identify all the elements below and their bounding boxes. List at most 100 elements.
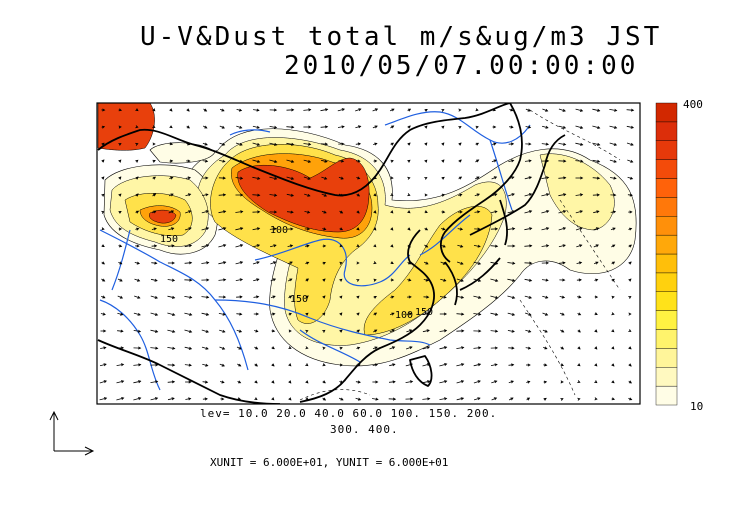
wind-arrow-head: [356, 279, 360, 282]
wind-arrow-head: [493, 142, 497, 146]
wind-arrow-head: [358, 125, 362, 129]
wind-arrow: [184, 346, 192, 350]
wind-arrow-head: [257, 159, 261, 163]
wind-arrow-head: [577, 363, 581, 367]
wind-arrow-head: [103, 346, 107, 350]
wind-arrow: [541, 227, 549, 231]
wind-arrow-head: [103, 380, 107, 384]
wind-arrow-head: [478, 346, 482, 350]
wind-arrow-head: [409, 329, 413, 333]
wind-arrow: [355, 125, 361, 129]
wind-arrow-head: [614, 108, 618, 112]
wind-arrow: [202, 194, 208, 196]
wind-arrow: [405, 381, 413, 383]
wind-arrow: [133, 380, 141, 384]
wind-arrow-head: [425, 261, 429, 265]
wind-arrow-head: [305, 278, 309, 282]
wind-arrow: [405, 346, 413, 350]
wind-arrow: [576, 244, 582, 248]
wind-arrow: [610, 177, 616, 179]
wind-arrow-head: [407, 227, 411, 231]
wind-arrow: [422, 398, 430, 400]
wind-arrow-head: [120, 363, 125, 367]
wind-arrow-head: [426, 363, 431, 367]
colorbar-swatch: [655, 272, 678, 292]
wind-arrow-head: [373, 261, 377, 265]
wind-arrow-head: [102, 108, 106, 112]
wind-arrow-head: [169, 159, 174, 163]
wind-arrow-head: [511, 329, 515, 333]
wind-arrow-head: [274, 160, 278, 163]
wind-arrow-head: [171, 380, 176, 384]
wind-arrow-head: [103, 397, 108, 401]
wind-arrow-head: [545, 142, 550, 146]
wind-arrow-head: [561, 329, 565, 333]
wind-arrow-head: [546, 210, 550, 213]
wind-arrow-head: [239, 125, 243, 129]
wind-arrow: [473, 245, 481, 247]
colorbar-swatch: [655, 329, 678, 349]
wind-arrow-head: [118, 210, 122, 214]
wind-arrow-head: [613, 142, 618, 146]
wind-arrow: [592, 142, 600, 146]
wind-arrow: [133, 312, 141, 316]
wind-arrow-head: [629, 193, 633, 197]
wind-arrow: [219, 160, 225, 162]
wind-arrow-head: [444, 363, 448, 366]
wind-arrow: [490, 364, 498, 366]
wind-arrow: [303, 143, 311, 145]
wind-arrow-head: [578, 278, 582, 282]
wind-arrow-head: [272, 295, 276, 299]
wind-arrow-head: [628, 261, 632, 265]
wind-arrow-head: [441, 142, 445, 146]
wind-arrow: [473, 295, 481, 299]
wind-arrow-head: [239, 278, 244, 282]
wind-arrow-head: [578, 261, 583, 265]
wind-arrow: [269, 228, 277, 230]
wind-arrow-head: [494, 346, 499, 350]
wind-arrow-head: [290, 176, 295, 180]
wind-arrow-head: [512, 244, 516, 248]
wind-arrow-head: [374, 363, 379, 367]
wind-arrow: [134, 278, 140, 282]
wind-arrow-head: [611, 397, 616, 401]
wind-arrow-head: [494, 329, 499, 333]
wind-arrow-head: [458, 108, 462, 112]
wind-arrow-head: [172, 346, 176, 350]
wind-arrow-head: [340, 193, 344, 197]
wind-arrow-head: [390, 159, 394, 163]
wind-arrow-head: [629, 176, 634, 180]
wind-arrow-head: [475, 108, 479, 112]
wind-arrow-head: [594, 397, 598, 401]
wind-arrow-head: [629, 397, 633, 401]
map-title-line1: U-V&Dust total m/s&ug/m3 JST: [140, 22, 663, 52]
wind-arrow-head: [103, 363, 107, 367]
wind-arrow-head: [596, 210, 600, 214]
wind-arrow-head: [510, 125, 514, 129]
wind-arrow: [490, 312, 498, 316]
wind-arrow-head: [205, 346, 209, 350]
wind-arrow-head: [580, 142, 584, 146]
wind-arrow: [626, 109, 634, 111]
wind-arrow-head: [288, 397, 292, 401]
wind-arrow-head: [171, 278, 176, 282]
wind-arrow-head: [374, 346, 378, 350]
wind-arrow: [508, 160, 514, 162]
wind-arrow: [490, 261, 498, 265]
wind-arrow: [575, 227, 583, 231]
wind-arrow-head: [119, 295, 124, 299]
wind-arrow-head: [153, 244, 158, 248]
wind-arrow-head: [257, 193, 261, 197]
wind-arrow-head: [169, 108, 173, 112]
wind-arrow-head: [290, 193, 295, 197]
wind-arrow: [575, 125, 583, 129]
wind-arrow-head: [594, 380, 598, 384]
wind-arrow: [337, 108, 345, 112]
wind-arrow-head: [478, 312, 482, 316]
wind-arrow: [235, 261, 243, 265]
wind-arrow-head: [322, 329, 326, 333]
wind-arrow: [150, 312, 158, 316]
wind-arrow-head: [595, 244, 599, 248]
wind-arrow-head: [137, 295, 141, 299]
wind-arrow-head: [339, 295, 343, 299]
